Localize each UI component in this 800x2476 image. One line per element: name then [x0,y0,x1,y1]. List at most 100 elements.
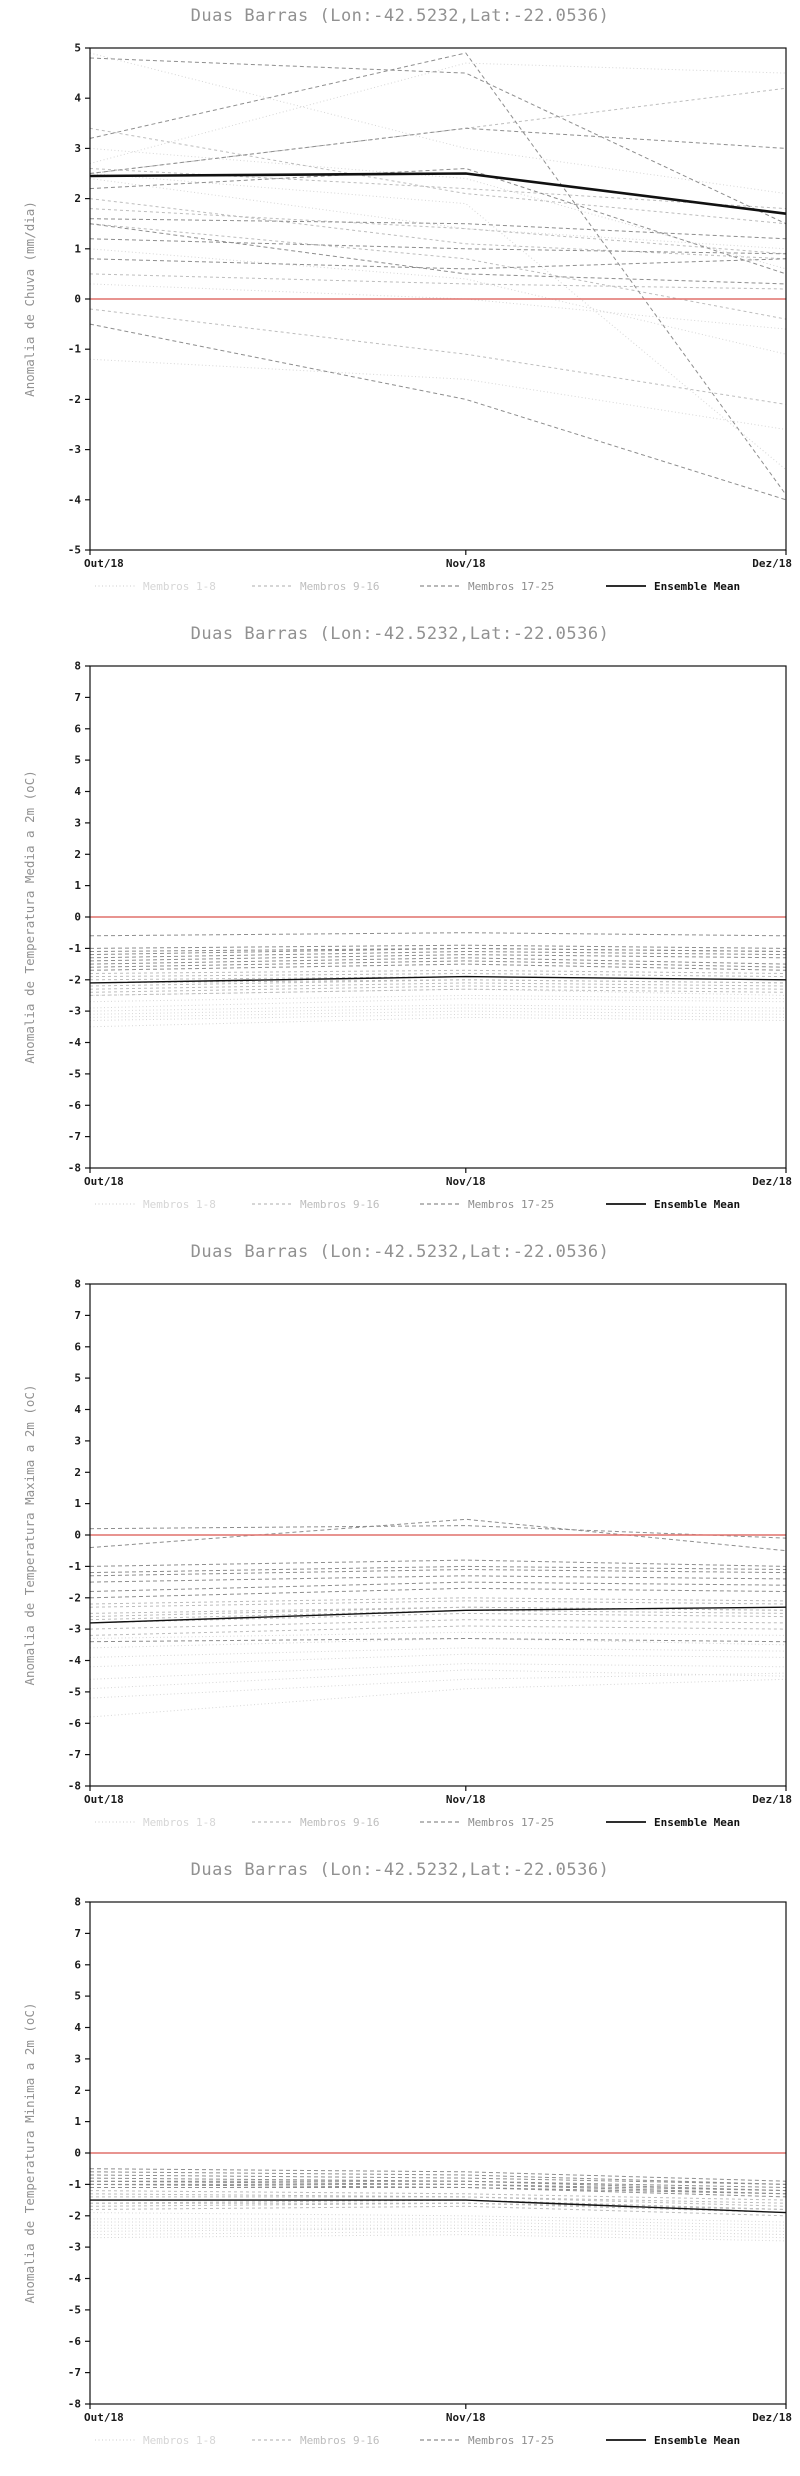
y-tick-label: -8 [68,1162,81,1175]
y-tick-label: 0 [74,2147,81,2160]
ensemble-member-line [89,1525,787,1539]
x-tick-label: Out/18 [84,1175,124,1188]
y-tick-label: 4 [74,2021,81,2034]
ensemble-member-line [89,173,787,471]
y-tick-label: 7 [74,1927,81,1940]
y-axis-label: Anomalia de Temperatura Media a 2m (oC) [22,770,37,1064]
ensemble-member-line [89,2177,787,2188]
legend-label: Membros 17-25 [468,580,554,593]
y-axis-label: Anomalia de Temperatura Maxima a 2m (oC) [22,1384,37,1685]
ensemble-member-line [89,52,787,496]
ensemble-member-line [89,969,787,974]
chart-title: Duas Barras (Lon:-42.5232,Lat:-22.0536) [190,1242,610,1262]
ensemble-member-line [89,1672,787,1699]
legend-label: Membros 1-8 [143,1816,216,1829]
y-tick-label: 6 [74,722,81,735]
ensemble-member-line [90,2196,787,2207]
y-tick-label: -1 [68,942,82,955]
ensemble-member-line [89,358,787,430]
ensemble-mean-line [89,172,787,215]
y-tick-label: 8 [74,1278,81,1291]
ensemble-member-line [89,972,787,978]
temp-media-anomaly-plot: Anomalia de Temperatura Media a 2m (oC) -… [0,648,800,1236]
ensemble-member-line [89,208,787,255]
x-tick-label: Dez/18 [752,557,792,570]
ensemble-member-line [89,2171,787,2185]
ensemble-member-line [89,258,787,270]
ensemble-member-line [89,168,787,210]
y-tick-label: 1 [74,879,81,892]
y-tick-label: -2 [68,973,81,986]
x-tick-label: Dez/18 [752,1175,792,1188]
y-tick-label: 2 [74,848,81,861]
y-tick-label: -7 [68,1130,81,1143]
y-tick-label: 4 [74,1403,81,1416]
ensemble-member-line [89,963,787,971]
y-tick-label: 3 [74,142,81,155]
y-tick-label: -1 [68,1560,82,1573]
y-tick-label: -7 [68,1748,81,1761]
chart-panel-precipitation-anomaly: Duas Barras (Lon:-42.5232,Lat:-22.0536) … [0,0,800,618]
x-tick-label: Out/18 [84,1793,124,1806]
ensemble-member-line [89,985,787,993]
ensemble-member-line [90,2202,787,2210]
y-tick-label: 5 [74,42,81,55]
y-tick-label: -5 [68,2303,81,2316]
chart-panel-temp-minima-anomaly: Duas Barras (Lon:-42.5232,Lat:-22.0536) … [0,1854,800,2472]
y-tick-label: -5 [68,544,81,557]
ensemble-member-line [89,178,787,250]
legend-label: Membros 9-16 [300,1816,379,1829]
ensemble-member-line [89,1619,787,1630]
temp-maxima-anomaly-plot: Anomalia de Temperatura Maxima a 2m (oC)… [0,1266,800,1854]
y-tick-label: -7 [68,2366,81,2379]
y-tick-label: 1 [74,2115,81,2128]
ensemble-member-line [89,932,787,937]
legend-label: Ensemble Mean [654,2434,740,2447]
ensemble-member-line [89,273,787,290]
y-tick-label: -4 [68,493,82,506]
ensemble-member-line [89,1565,787,1574]
y-tick-label: -4 [68,1036,82,1049]
ensemble-member-line [89,218,787,240]
y-tick-label: 6 [74,1958,81,1971]
chart-panel-temp-media-anomaly: Duas Barras (Lon:-42.5232,Lat:-22.0536) … [0,618,800,1236]
ensemble-member-line [89,1606,787,1618]
ensemble-mean-line [89,975,787,984]
chart-title: Duas Barras (Lon:-42.5232,Lat:-22.0536) [190,624,610,644]
x-tick-label: Dez/18 [752,1793,792,1806]
ensemble-member-line [89,308,787,405]
y-tick-label: 0 [74,1529,81,1542]
legend-label: Membros 1-8 [143,580,216,593]
y-tick-label: 4 [74,785,81,798]
ensemble-member-line [89,1587,787,1599]
ensemble-member-line [90,2187,787,2198]
ensemble-mean-line [89,1606,787,1624]
ensemble-member-line [89,1597,787,1605]
y-tick-label: 8 [74,660,81,673]
ensemble-member-line [89,1612,787,1624]
y-tick-label: -2 [68,1591,81,1604]
ensemble-member-line [89,1600,787,1608]
y-tick-label: 1 [74,242,81,255]
x-tick-label: Nov/18 [446,557,486,570]
y-axis-label: Anomalia de Chuva (mm/dia) [22,201,37,397]
ensemble-member-line [89,198,787,260]
ensemble-member-line [89,988,787,996]
ensemble-mean-line [90,2199,787,2214]
ensemble-member-line [89,979,787,984]
legend-label: Membros 1-8 [143,1198,216,1211]
ensemble-member-line [89,62,787,164]
ensemble-member-line [89,2193,787,2204]
ensemble-member-line [90,2183,787,2195]
x-tick-label: Nov/18 [446,2411,486,2424]
ensemble-member-line [89,323,787,501]
y-tick-label: -4 [68,1654,82,1667]
y-tick-label: 7 [74,1309,81,1322]
y-tick-label: -8 [68,1780,81,1793]
ensemble-member-line [89,1653,787,1668]
y-tick-label: 5 [74,1372,81,1385]
y-tick-label: 2 [74,2084,81,2097]
ensemble-member-line [89,1518,787,1552]
y-tick-label: -5 [68,1067,81,1080]
ensemble-member-line [89,1637,787,1643]
